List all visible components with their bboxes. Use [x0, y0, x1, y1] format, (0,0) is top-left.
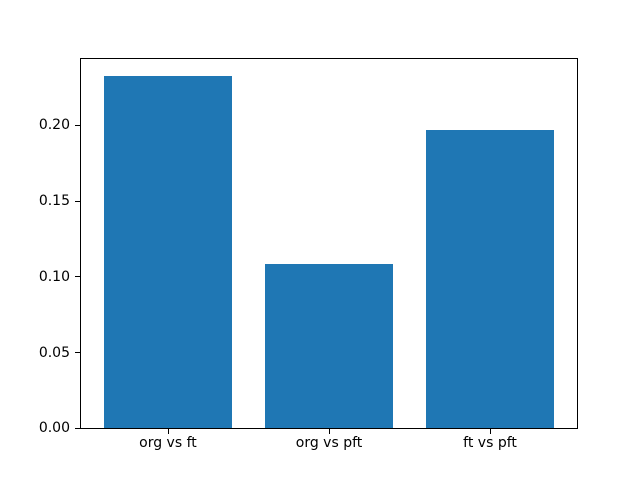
y-tick-mark	[75, 124, 80, 126]
y-tick-label: 0.20	[38, 117, 70, 134]
x-tick-mark	[490, 429, 492, 435]
axes-plot-area: org vs ft org vs pft ft vs pft 0.00 0.05 0.10…	[39, 57, 578, 450]
x-tick-label: org vs ft	[139, 435, 197, 452]
x-tick-mark	[329, 429, 330, 435]
y-tick-label: 0.00	[38, 420, 70, 437]
y-tick-label: 0.10	[38, 268, 70, 285]
y-tick-mark	[75, 276, 80, 278]
bar-org-vs-pft	[264, 264, 394, 429]
y-tick-mark	[75, 200, 80, 202]
y-tick-label: 0.05	[38, 344, 70, 361]
x-tick-label: org vs pft	[295, 435, 363, 452]
y-tick-mark	[75, 427, 80, 429]
bar-org-vs-ft	[103, 76, 233, 429]
y-tick-label: 0.15	[38, 193, 70, 210]
bar-ft-vs-pft	[425, 130, 555, 429]
x-tick-mark	[167, 429, 169, 435]
x-tick-label: ft vs pft	[463, 435, 517, 452]
y-tick-mark	[75, 352, 80, 354]
